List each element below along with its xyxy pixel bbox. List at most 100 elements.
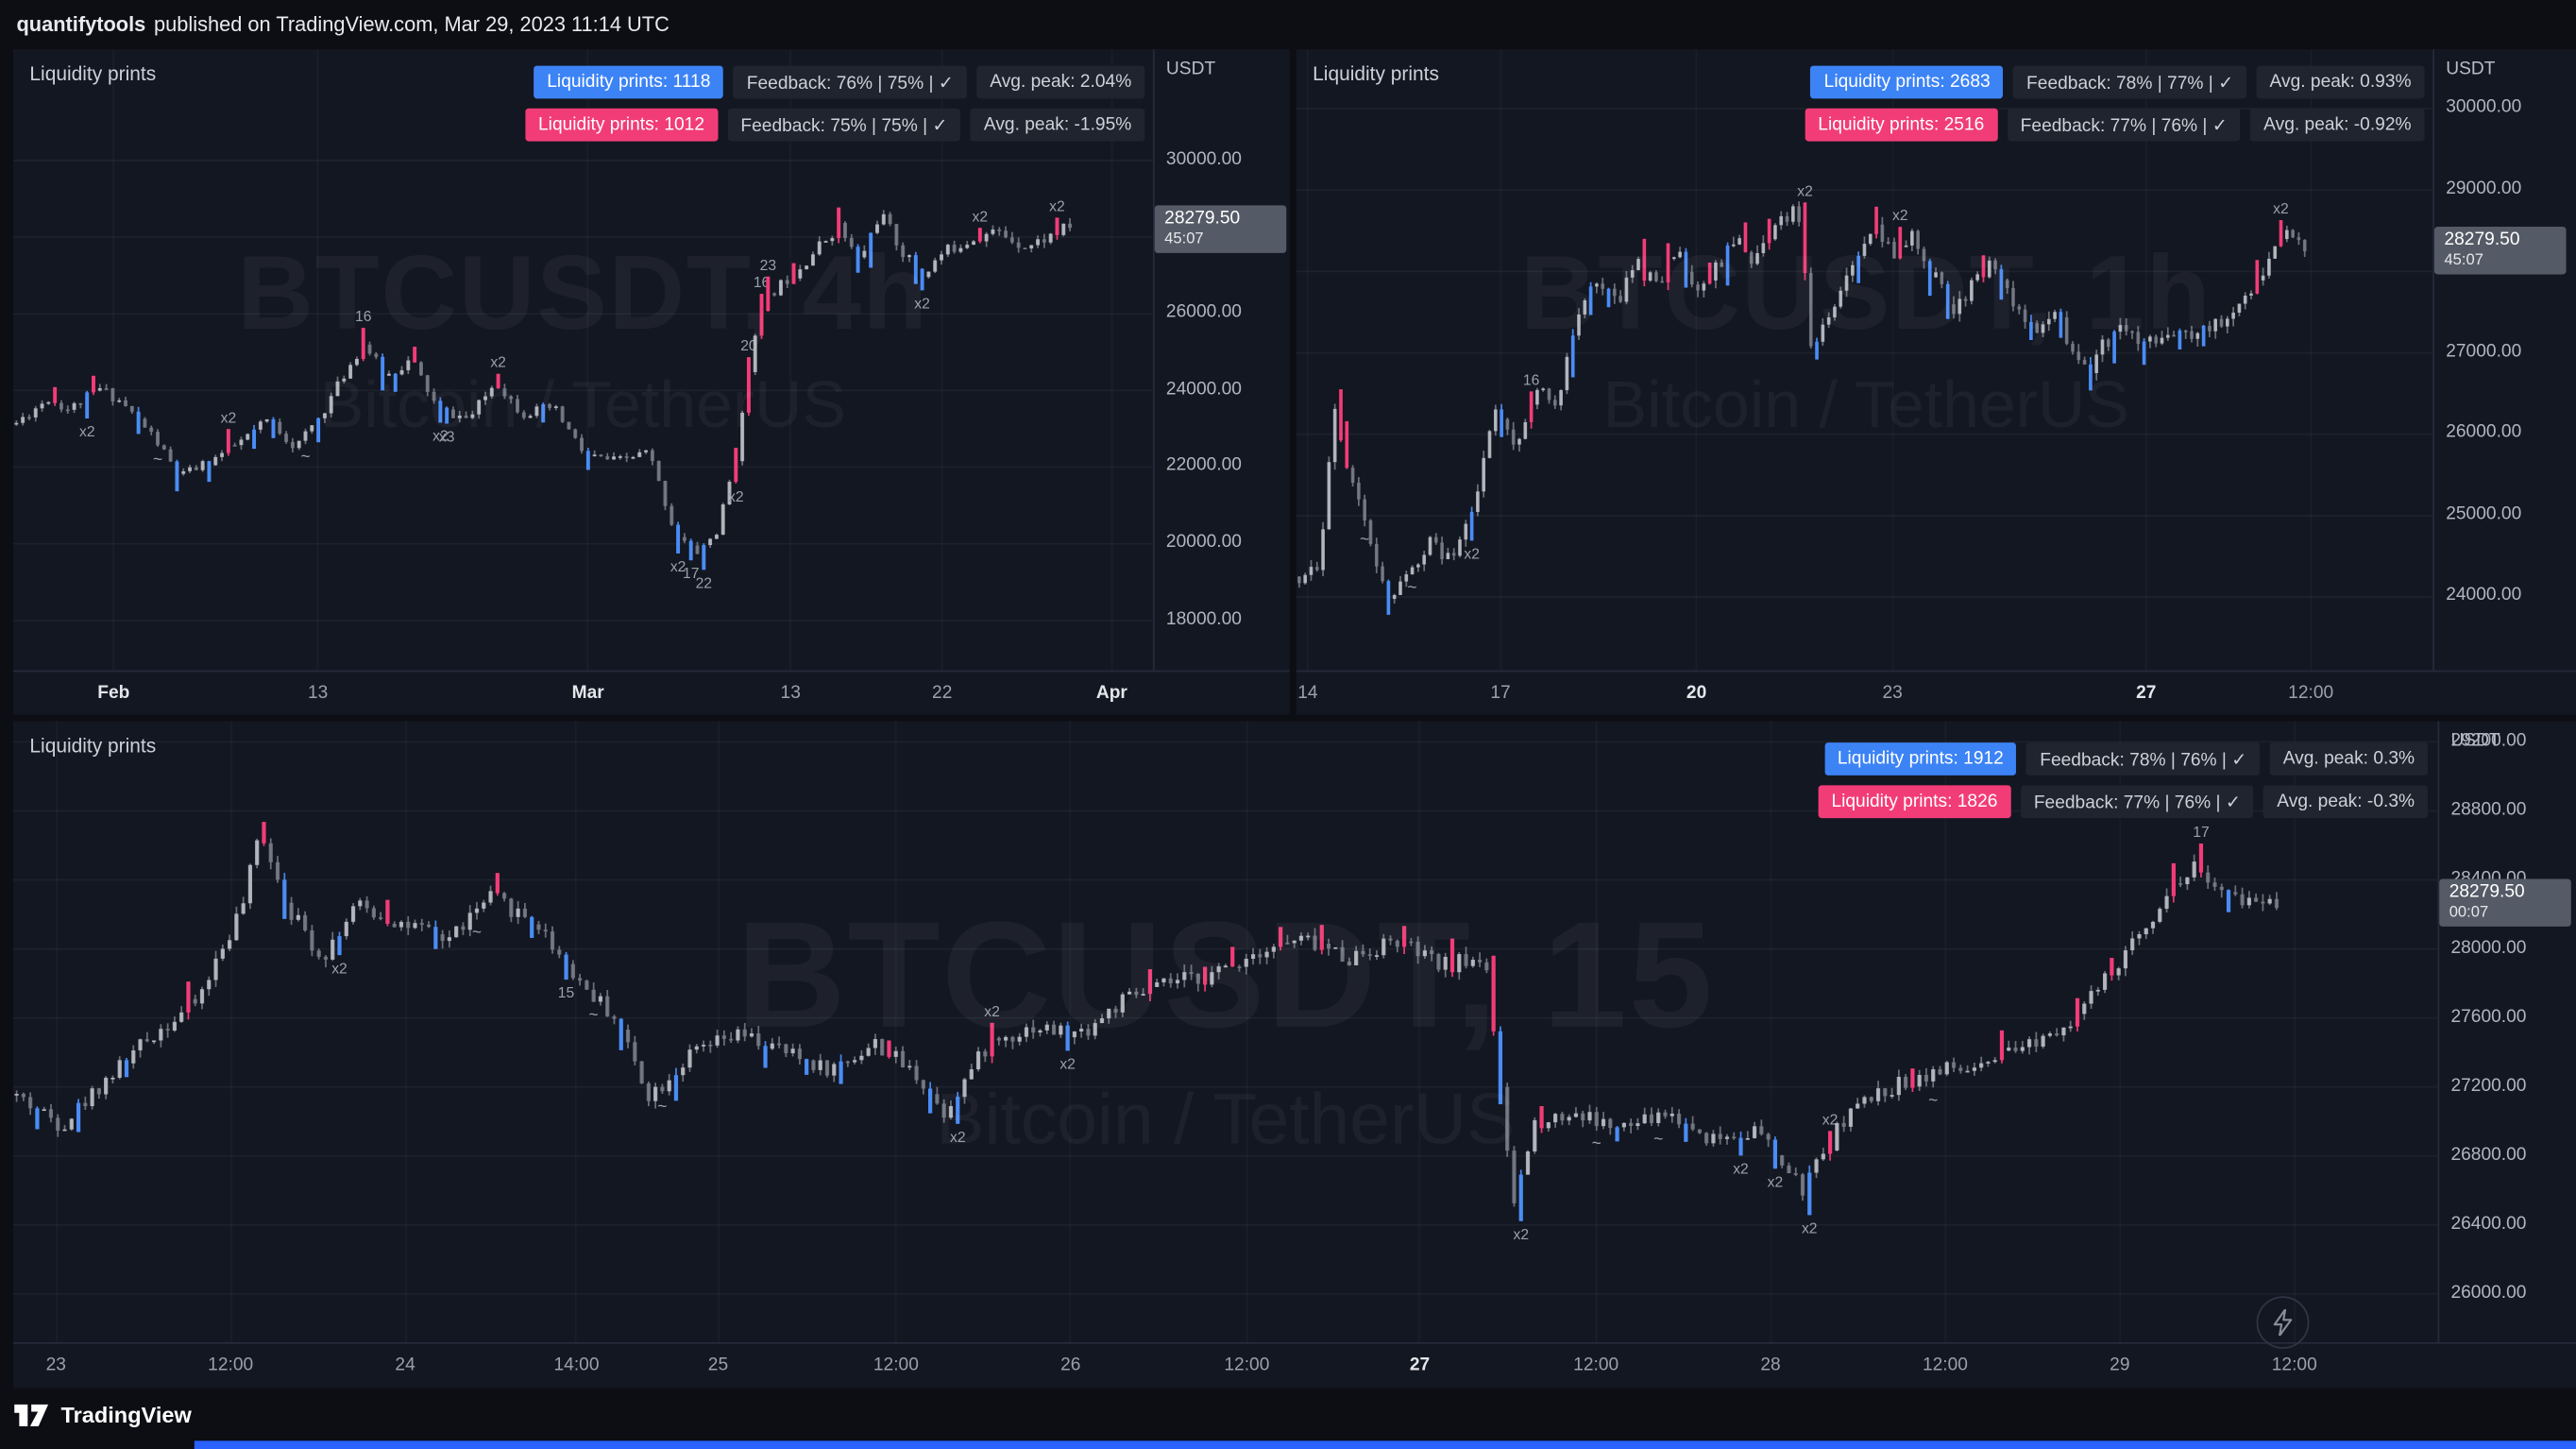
svg-text:~: ~ — [472, 923, 482, 942]
time-tick-label: 20 — [1686, 683, 1707, 704]
tradingview-brand-text[interactable]: TradingView — [60, 1403, 192, 1428]
author-name: quantifytools — [16, 12, 146, 37]
liquidity-prints-count-badge: Liquidity prints: 2683 — [1810, 65, 2004, 99]
svg-text:~: ~ — [1653, 1130, 1663, 1149]
avg-peak-badge: Avg. peak: 0.3% — [2269, 742, 2429, 776]
tradingview-footer[interactable]: TradingView — [13, 1402, 192, 1430]
indicator-status-4h: Liquidity prints: 1118 Feedback: 76% | 7… — [525, 65, 1145, 142]
feedback-badge: Feedback: 76% | 75% | ✓ — [733, 65, 967, 99]
price-tick-label: 22000.00 — [1165, 454, 1242, 475]
time-tick-label: 12:00 — [873, 1355, 919, 1375]
svg-text:16: 16 — [1523, 373, 1540, 389]
time-tick-label: 23 — [1882, 683, 1903, 704]
time-axis-1h[interactable]: 14 17 20 23 27 12:00 — [1296, 670, 2576, 715]
chart-panel-15m: BTCUSDT, 15 Bitcoin / TetherUS x2 ~15 ~ ~ x2… — [12, 721, 2576, 1389]
price-tick-label: 26400.00 — [2450, 1214, 2527, 1235]
price-tick-label: 20000.00 — [1165, 532, 1242, 553]
svg-text:x2: x2 — [79, 424, 95, 440]
svg-text:~: ~ — [1360, 529, 1369, 548]
candlestick-chart-15m[interactable]: x2 ~15 ~ ~ x2 x2 x2 x2 ~ ~ x2 x2 x2 x2 ~17 — [12, 722, 2438, 1342]
price-tick-label: 24000.00 — [2446, 585, 2522, 605]
svg-text:x2: x2 — [331, 961, 347, 977]
avg-peak-badge: Avg. peak: -1.95% — [970, 108, 1145, 142]
published-text: published on TradingView.com, Mar 29, 20… — [154, 12, 669, 37]
svg-text:x2: x2 — [984, 1004, 1000, 1020]
price-tick-label: 26000.00 — [2446, 421, 2522, 442]
avg-peak-badge: Avg. peak: -0.3% — [2263, 785, 2429, 819]
svg-text:20: 20 — [740, 338, 757, 354]
time-tick-label: 27 — [2136, 683, 2157, 704]
indicator-row-short: Liquidity prints: 1012 Feedback: 75% | 7… — [525, 108, 1145, 142]
indicator-row-long: Liquidity prints: 2683 Feedback: 78% | 7… — [1810, 65, 2425, 99]
price-tick-label: 29200.00 — [2450, 730, 2527, 751]
last-price-tag: 28279.50 45:07 — [2434, 227, 2567, 275]
publication-header: quantifytools published on TradingView.c… — [16, 0, 669, 49]
liquidity-prints-count-badge: Liquidity prints: 1118 — [534, 65, 724, 99]
svg-text:17: 17 — [2193, 825, 2209, 841]
last-price-tag: 28279.50 00:07 — [2439, 878, 2571, 927]
price-tick-label: 18000.00 — [1165, 609, 1242, 630]
price-axis-4h[interactable]: USDT 28279.50 45:07 30000.0028000.002600… — [1152, 49, 1290, 671]
svg-text:16: 16 — [754, 275, 771, 291]
tradingview-logo-icon[interactable] — [13, 1402, 49, 1430]
svg-text:~: ~ — [300, 447, 310, 466]
indicator-row-long: Liquidity prints: 1118 Feedback: 76% | 7… — [534, 65, 1145, 99]
svg-text:x2: x2 — [1059, 1057, 1076, 1073]
feedback-badge: Feedback: 77% | 76% | ✓ — [2020, 785, 2254, 819]
feedback-badge: Feedback: 77% | 76% | ✓ — [2007, 108, 2241, 142]
time-tick-label: 27 — [1409, 1355, 1431, 1375]
lightning-icon[interactable] — [2256, 1296, 2310, 1349]
avg-peak-badge: Avg. peak: 0.93% — [2256, 65, 2425, 99]
avg-peak-badge: Avg. peak: -0.92% — [2250, 108, 2425, 142]
price-axis-15m[interactable]: USDT 28279.50 00:07 29200.0028800.002840… — [2437, 721, 2576, 1342]
svg-text:x2: x2 — [914, 296, 930, 312]
last-price-value: 28279.50 — [2444, 230, 2520, 250]
indicator-row-long: Liquidity prints: 1912 Feedback: 78% | 7… — [1823, 742, 2429, 776]
price-tick-label: 26000.00 — [2450, 1283, 2527, 1304]
indicator-legend-4h[interactable]: Liquidity prints — [29, 62, 157, 86]
time-tick-label: 22 — [932, 683, 953, 704]
price-tick-label: 27000.00 — [2446, 341, 2522, 362]
svg-text:15: 15 — [558, 985, 575, 1001]
indicator-legend-1h[interactable]: Liquidity prints — [1313, 62, 1439, 86]
time-tick-label: 23 — [45, 1355, 66, 1375]
bar-countdown: 00:07 — [2449, 903, 2489, 922]
price-tick-label: 30000.00 — [1165, 149, 1242, 170]
time-tick-label: 14:00 — [553, 1355, 600, 1375]
svg-text:~: ~ — [657, 1097, 667, 1116]
time-axis-4h[interactable]: Feb 13 Mar 13 22 Apr — [12, 670, 1290, 715]
svg-text:x2: x2 — [1892, 208, 1908, 224]
svg-text:~: ~ — [1928, 1091, 1938, 1110]
axis-currency-label: USDT — [1165, 59, 1216, 79]
price-tick-label: 28000.00 — [2450, 938, 2527, 958]
svg-text:x2: x2 — [221, 410, 237, 426]
time-tick-label: 12:00 — [1224, 1355, 1270, 1375]
time-tick-label: 24 — [395, 1355, 415, 1375]
price-tick-label: 26000.00 — [1165, 302, 1242, 322]
svg-text:x2: x2 — [670, 559, 686, 575]
time-tick-label: 12:00 — [1922, 1355, 1968, 1375]
svg-text:~: ~ — [153, 450, 162, 469]
time-tick-label: Feb — [97, 683, 130, 704]
price-axis-1h[interactable]: USDT 28279.50 45:07 30000.0029000.002800… — [2432, 49, 2576, 671]
svg-text:x2: x2 — [1797, 183, 1813, 199]
indicator-row-short: Liquidity prints: 2516 Feedback: 77% | 7… — [1805, 108, 2425, 142]
bottom-accent-bar — [194, 1440, 2576, 1449]
indicator-status-1h: Liquidity prints: 2683 Feedback: 78% | 7… — [1805, 65, 2425, 142]
time-tick-label: 25 — [707, 1355, 729, 1375]
svg-text:x2: x2 — [728, 489, 744, 505]
svg-text:~: ~ — [1407, 578, 1416, 597]
bar-countdown: 45:07 — [2444, 251, 2483, 270]
svg-text:16: 16 — [355, 309, 372, 325]
candlestick-chart-1h[interactable]: ~ ~ x2 16 x2 x2 x2 — [1296, 49, 2433, 670]
svg-text:x2: x2 — [1802, 1220, 1818, 1236]
time-tick-label: 28 — [1760, 1355, 1781, 1375]
time-tick-label: 12:00 — [1573, 1355, 1619, 1375]
time-tick-label: Mar — [571, 683, 604, 704]
indicator-legend-15m[interactable]: Liquidity prints — [29, 734, 157, 758]
time-tick-label: 14 — [1297, 683, 1318, 704]
svg-text:x2: x2 — [490, 355, 506, 371]
liquidity-prints-count-badge: Liquidity prints: 2516 — [1805, 108, 1998, 142]
time-axis-15m[interactable]: 23 12:00 24 14:00 25 12:00 26 12:00 27 12:00 28 12:… — [12, 1341, 2576, 1389]
